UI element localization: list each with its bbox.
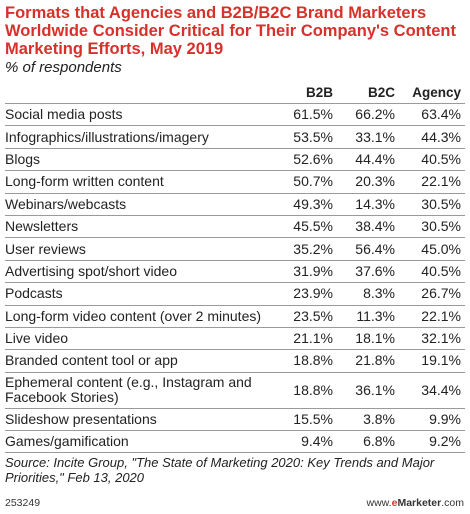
row-label: Advertising spot/short video [5,259,275,283]
cell-agency: 22.1% [399,170,465,194]
cell-agency: 30.5% [399,192,465,216]
cell-agency: 22.1% [399,304,465,328]
cell-b2b: 49.3% [275,192,337,216]
cell-b2b: 52.6% [275,147,337,171]
row-label: Branded content tool or app [5,349,275,373]
row-label: Blogs [5,147,275,171]
cell-b2c: 14.3% [337,192,399,216]
cell-b2c: 38.4% [337,214,399,238]
cell-b2b: 31.9% [275,259,337,283]
table-body: Social media posts 61.5% 66.2% 63.4% Infogra… [5,102,465,454]
table-row: Infographics/illustrations/imagery 53.5% 3… [5,125,465,149]
table-row: Ephemeral content (e.g., Instagram and F… [5,371,465,409]
row-label: Slideshow presentations [5,407,275,431]
footer: 253249 www.eMarketer.com [5,497,464,511]
cell-b2b: 23.5% [275,304,337,328]
cell-agency: 19.1% [399,349,465,373]
cell-b2c: 33.1% [337,125,399,149]
cell-b2b: 18.8% [275,349,337,373]
cell-b2b: 9.4% [275,430,337,454]
table-row: Long-form video content (over 2 minutes)… [5,304,465,328]
column-header-agency: Agency [412,84,461,100]
row-label: Long-form video content (over 2 minutes) [5,304,275,328]
cell-b2b: 21.1% [275,326,337,350]
table-header-row: B2B B2C Agency [5,81,465,104]
cell-b2b: 35.2% [275,237,337,261]
column-header-format [5,81,275,104]
cell-agency: 26.7% [399,282,465,306]
table-row: Podcasts 23.9% 8.3% 26.7% [5,282,465,306]
table-row: Webinars/webcasts 49.3% 14.3% 30.5% [5,192,465,216]
table-row: Live video 21.1% 18.1% 32.1% [5,326,465,350]
cell-agency: 40.5% [399,259,465,283]
brand-logo: www.eMarketer.com [367,497,464,509]
cell-b2c: 36.1% [337,371,399,409]
cell-agency: 45.0% [399,237,465,261]
table-row: User reviews 35.2% 56.4% 45.0% [5,237,465,261]
row-label: Newsletters [5,214,275,238]
source-note: Source: Incite Group, "The State of Mark… [5,455,435,486]
cell-b2c: 6.8% [337,430,399,454]
cell-b2b: 53.5% [275,125,337,149]
table-row: Blogs 52.6% 44.4% 40.5% [5,147,465,171]
cell-b2c: 20.3% [337,170,399,194]
table-row: Newsletters 45.5% 38.4% 30.5% [5,214,465,238]
row-label: Games/gamification [5,430,275,454]
cell-agency: 63.4% [399,102,465,126]
cell-agency: 30.5% [399,214,465,238]
brand-suffix: .com [441,497,464,509]
cell-b2b: 61.5% [275,102,337,126]
cell-b2c: 66.2% [337,102,399,126]
cell-agency: 9.2% [399,430,465,454]
table-row: Branded content tool or app 18.8% 21.8% 19.… [5,349,465,373]
row-label: Social media posts [5,102,275,126]
data-table: B2B B2C Agency Social media posts 61.5% 66… [5,81,465,454]
chart-subtitle: % of respondents [5,59,122,76]
brand-name: Marketer [397,497,442,509]
table-row: Slideshow presentations 15.5% 3.8% 9.9% [5,407,465,431]
row-label: Webinars/webcasts [5,192,275,216]
cell-agency: 44.3% [399,125,465,149]
cell-agency: 9.9% [399,407,465,431]
cell-b2c: 56.4% [337,237,399,261]
row-label: Podcasts [5,282,275,306]
chart-title: Formats that Agencies and B2B/B2C Brand … [5,4,456,58]
brand-e: e [391,497,398,509]
row-label: Infographics/illustrations/imagery [5,125,275,149]
cell-b2b: 45.5% [275,214,337,238]
cell-b2c: 21.8% [337,349,399,373]
column-header-b2b: B2B [305,84,333,100]
table-row: Advertising spot/short video 31.9% 37.6% 40… [5,259,465,283]
cell-b2b: 50.7% [275,170,337,194]
cell-agency: 34.4% [399,371,465,409]
row-label: Long-form written content [5,170,275,194]
column-header-b2c: B2C [367,84,395,100]
cell-b2b: 15.5% [275,407,337,431]
cell-agency: 40.5% [399,147,465,171]
cell-agency: 32.1% [399,326,465,350]
brand-prefix: www. [366,497,392,509]
cell-b2c: 8.3% [337,282,399,306]
table-row: Social media posts 61.5% 66.2% 63.4% [5,102,465,126]
row-label: Live video [5,326,275,350]
cell-b2b: 23.9% [275,282,337,306]
cell-b2c: 44.4% [337,147,399,171]
chart-id: 253249 [5,497,41,509]
table-row: Long-form written content 50.7% 20.3% 22.1% [5,170,465,194]
cell-b2c: 18.1% [337,326,399,350]
cell-b2c: 3.8% [337,407,399,431]
cell-b2c: 11.3% [337,304,399,328]
cell-b2b: 18.8% [275,371,337,409]
table-row: Games/gamification 9.4% 6.8% 9.2% [5,430,465,454]
cell-b2c: 37.6% [337,259,399,283]
row-label: User reviews [5,237,275,261]
row-label: Ephemeral content (e.g., Instagram and F… [5,371,275,409]
